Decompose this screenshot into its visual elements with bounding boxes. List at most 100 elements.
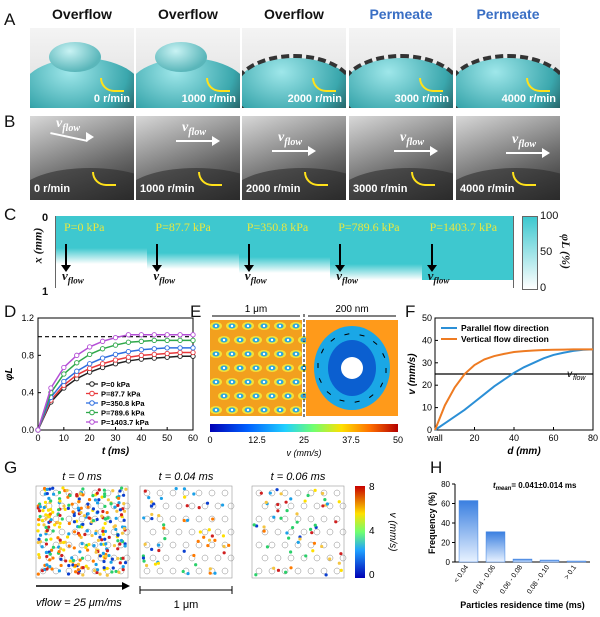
g-particle	[143, 489, 147, 493]
b-speed-2: 2000 r/min	[246, 183, 301, 195]
d-point	[138, 352, 144, 358]
e-cell-core	[262, 380, 266, 384]
g-particle	[84, 564, 88, 568]
g-pillar	[201, 502, 209, 510]
c-colorbar	[522, 216, 538, 290]
e-flow-dash	[380, 382, 384, 388]
b-flow-arrowhead	[430, 146, 438, 156]
b-vflow-sub: flow	[284, 136, 302, 148]
b-flow-arrow	[394, 150, 432, 152]
b-speed-4: 4000 r/min	[460, 183, 515, 195]
d-point	[35, 427, 41, 433]
h-xlabel: Particles residence time (ms)	[460, 600, 585, 610]
g-particle	[51, 486, 55, 490]
g-particle	[56, 536, 60, 540]
g-particle	[206, 543, 210, 548]
g-particle	[56, 520, 60, 524]
panel-letter-b: B	[4, 112, 16, 131]
g-pillar	[339, 502, 347, 510]
g-pillar	[65, 541, 73, 549]
g-pillar	[143, 489, 151, 497]
g-particle	[157, 513, 161, 518]
a-rotation-arrow	[419, 78, 443, 92]
g-particle	[49, 548, 54, 552]
g-particle	[124, 487, 128, 491]
g-pillar	[300, 528, 308, 536]
g-particle	[47, 496, 51, 500]
g-particle	[40, 518, 45, 523]
chart-h: 0 20 40 60 80 < 0.04 0.04 - 0.06 0.06 - 0.08 0.0…	[427, 480, 590, 610]
b-speed-3: 3000 r/min	[353, 183, 408, 195]
g-pillar	[261, 554, 269, 562]
g-particle	[262, 525, 266, 529]
d-point	[87, 361, 93, 367]
g-pillar	[268, 567, 276, 575]
d-point	[151, 346, 157, 352]
g-pillar	[255, 515, 263, 523]
g-particle	[337, 500, 341, 504]
g-particle	[76, 562, 81, 566]
g-particle	[313, 523, 317, 527]
g-particle	[105, 549, 110, 553]
g-pillar	[320, 567, 328, 575]
d-point	[87, 351, 93, 358]
e-flow-dash	[359, 334, 365, 337]
d-point	[177, 337, 183, 344]
g-pillar	[175, 528, 183, 536]
b-vflow-v: v	[278, 130, 285, 145]
g-pillar	[214, 502, 222, 510]
g-particle	[182, 518, 186, 523]
e-cell-core	[294, 380, 298, 384]
g-particle	[38, 533, 43, 537]
e-cell-core	[278, 352, 282, 356]
d-point	[99, 346, 106, 352]
g-particle	[95, 517, 99, 522]
g-particle	[37, 537, 41, 541]
e-flow-dash	[339, 399, 345, 402]
h-xtick-label-0: < 0.04	[453, 564, 470, 584]
d-point	[138, 347, 144, 353]
g-particle	[116, 533, 120, 537]
g-particle	[102, 559, 106, 564]
b-rotation-arrow	[304, 172, 328, 186]
e-cell-core	[262, 408, 266, 412]
e-cell-core	[214, 352, 218, 356]
e-cbar-tick-3: 37.5	[342, 435, 360, 445]
f-ytick-label: 0	[427, 425, 432, 435]
d-xlabel: t (ms)	[102, 446, 130, 457]
b-vflow-v: v	[56, 116, 63, 131]
g-particle	[87, 516, 91, 520]
g-pillar	[162, 528, 170, 536]
g-particle	[94, 562, 98, 567]
g-pillar	[156, 567, 164, 575]
a-speed-1: 1000 r/min	[181, 93, 236, 105]
g-particle	[92, 544, 96, 548]
g-particle	[57, 525, 62, 529]
c-panel-0: P=0 kPa vflow	[56, 216, 149, 288]
d-point	[190, 332, 196, 338]
g-particle	[98, 554, 102, 558]
panel-letter-d: D	[4, 302, 17, 321]
e-cell-core	[286, 338, 290, 342]
panel-g-particles: t = 0 ms t = 0.04 ms t = 0.06 ms 8 4 0 v (mm/s…	[35, 471, 398, 611]
c-panel-3: P=789.6 kPa vflow	[330, 216, 423, 288]
g-particle	[95, 501, 100, 505]
g-particle	[337, 561, 341, 565]
g-pillar	[300, 502, 308, 510]
h-ytick-label: 80	[441, 480, 450, 489]
d-point	[190, 337, 196, 344]
g-particle	[77, 533, 82, 537]
g-particle	[67, 521, 71, 526]
e-flow-dash	[354, 400, 360, 403]
c-cbar-tick-100: 100	[540, 210, 559, 222]
c-pressure-3: P=789.6 kPa	[338, 220, 400, 234]
e-cell-core	[278, 408, 282, 412]
g-particle	[40, 545, 44, 549]
d-legend-label-3: P=789.6 kPa	[101, 409, 145, 418]
d-point	[151, 332, 157, 338]
g-particle	[45, 487, 49, 491]
g-particle	[72, 513, 76, 518]
g-particle	[58, 513, 62, 518]
c-vflow: vflow	[245, 268, 267, 286]
d-point	[61, 364, 67, 371]
